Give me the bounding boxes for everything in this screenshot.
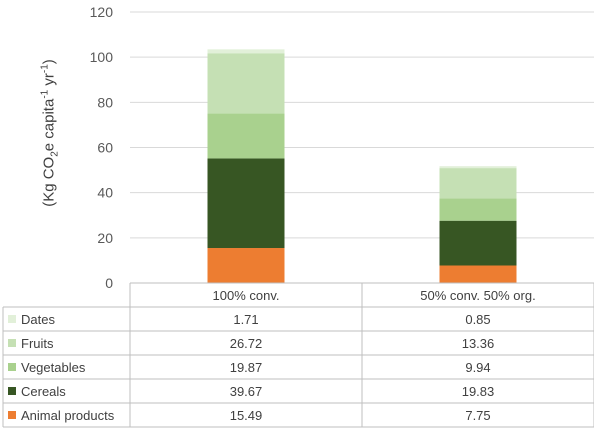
bar-segment-vegetables (207, 113, 285, 159)
table-cell-value: 15.49 (230, 408, 263, 423)
table-cell-value: 1.71 (233, 312, 258, 327)
y-axis-label-close: ) (40, 59, 58, 65)
y-axis-label-year: yr (40, 73, 58, 90)
bar-segment-cereals (207, 158, 285, 249)
y-tick-label: 100 (90, 49, 114, 65)
table-cell-value: 19.83 (462, 384, 495, 399)
y-tick-label: 20 (97, 230, 113, 246)
bar-segment-vegetables (439, 198, 517, 221)
table-cell-value: 7.75 (465, 408, 490, 423)
table-cell-value: 26.72 (230, 336, 263, 351)
table-row-label: Fruits (21, 336, 54, 351)
category-label: 100% conv. (213, 288, 280, 303)
legend-key (8, 411, 16, 419)
bar-segment-dates (207, 49, 285, 54)
legend-key (8, 363, 16, 371)
y-tick-label: 80 (97, 94, 113, 110)
table-cell-value: 19.87 (230, 360, 263, 375)
legend-key (8, 339, 16, 347)
table-cell-value: 13.36 (462, 336, 495, 351)
table-cell-value: 0.85 (465, 312, 490, 327)
table-row-label: Dates (21, 312, 55, 327)
bar-segment-animal-products (439, 265, 517, 283)
y-tick-label: 60 (97, 140, 113, 156)
y-axis-label-superscript-capita: -1 (39, 89, 51, 99)
table-row-label: Cereals (21, 384, 66, 399)
y-tick-label: 40 (97, 185, 113, 201)
category-label: 50% conv. 50% org. (420, 288, 535, 303)
table-cell-value: 39.67 (230, 384, 263, 399)
bar-segment-dates (439, 166, 517, 169)
y-axis-label-subscript: 2 (49, 151, 61, 157)
y-axis-label-open: (Kg CO (40, 156, 58, 207)
bar-segment-fruits (439, 168, 517, 199)
table-row-label: Animal products (21, 408, 115, 423)
bar-segment-animal-products (207, 248, 285, 283)
y-axis-label-superscript-year: -1 (39, 64, 51, 74)
legend-key (8, 315, 16, 323)
y-tick-label: 120 (90, 4, 114, 20)
y-tick-label: 0 (105, 275, 113, 291)
bar-segment-cereals (439, 220, 517, 266)
bar-segment-fruits (207, 53, 285, 114)
legend-key (8, 387, 16, 395)
table-cell-value: 9.94 (465, 360, 490, 375)
table-row-label: Vegetables (21, 360, 86, 375)
y-axis-label: (Kg CO2e capita-1 yr-1) (40, 59, 61, 207)
y-axis-label-unit: e capita (40, 98, 58, 152)
